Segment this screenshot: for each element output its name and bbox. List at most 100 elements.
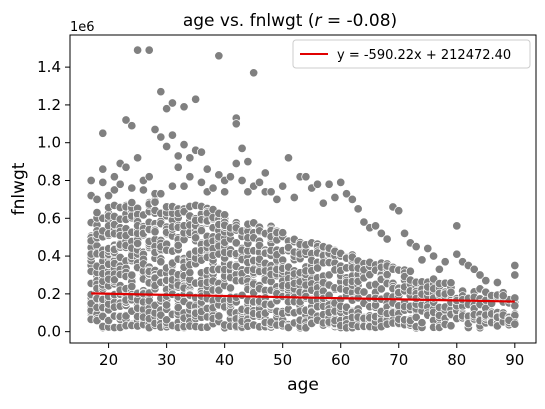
scatter-point [196, 147, 206, 157]
scatter-point [138, 185, 148, 195]
scatter-point [133, 153, 143, 163]
scatter-point [115, 179, 125, 189]
scatter-point [214, 311, 224, 321]
scatter-point [225, 283, 236, 293]
scatter-point [144, 45, 154, 55]
scatter-point [359, 217, 369, 227]
scatter-point [312, 263, 323, 273]
y-axis-label: fnlwgt [9, 162, 29, 215]
scatter-point [179, 102, 189, 112]
y-tick-label: 1.0 [37, 134, 61, 152]
scatter-point [162, 104, 172, 114]
scatter-point [104, 191, 114, 201]
legend-regression-label: y = -590.22x + 212472.40 [337, 48, 511, 63]
chart-title-prefix: age vs. fnlwgt ( [183, 11, 315, 31]
legend-box [292, 39, 531, 69]
scatter-point [173, 303, 183, 313]
scatter-point [370, 221, 381, 231]
scatter-point [446, 287, 456, 297]
regression-line-layer [91, 292, 515, 303]
scatter-point [185, 268, 195, 278]
scatter-point [202, 164, 212, 174]
y-tick-label: 0.4 [37, 247, 61, 265]
scatter-point [330, 192, 340, 203]
scatter-point [196, 226, 206, 236]
scatter-point [156, 87, 166, 97]
scatter-point [266, 187, 276, 197]
chart-title-r-symbol: r [315, 11, 323, 31]
scatter-point [318, 198, 328, 208]
scatter-point [191, 94, 201, 104]
scatter-point [156, 257, 166, 267]
y-tick-label: 0.6 [37, 209, 61, 227]
plot-frame [69, 34, 537, 344]
legend: y = -590.22x + 212472.40 [292, 39, 531, 69]
y-axis-multiplier: 1e6 [70, 20, 95, 35]
scatter-point [231, 238, 241, 248]
scatter-point [376, 228, 386, 238]
scatter-point [92, 208, 102, 218]
scatter-point [179, 181, 189, 191]
scatter-point [98, 128, 108, 138]
scatter-point [411, 242, 421, 252]
scatter-point [173, 151, 183, 161]
scatter-point [423, 243, 433, 254]
scatter-point [127, 198, 137, 208]
scatter-point [109, 275, 119, 285]
scatter-point [220, 210, 230, 220]
scatter-point [127, 183, 137, 193]
scatter-point [510, 301, 520, 311]
scatter-point [208, 183, 218, 193]
scatter-point [214, 51, 224, 61]
scatter-point [173, 162, 183, 172]
scatter-point [196, 177, 206, 187]
scatter-point [162, 315, 172, 325]
scatter-point [469, 264, 479, 274]
scatter-point [173, 240, 183, 250]
scatter-point [214, 170, 224, 180]
scatter-point [243, 157, 253, 167]
scatter-point [127, 121, 137, 131]
x-tick-label: 30 [157, 351, 176, 369]
x-tick-label: 80 [447, 351, 466, 369]
scatter-point [359, 287, 369, 297]
scatter-point [249, 68, 259, 78]
scatter-point [283, 153, 294, 163]
scatter-point [98, 177, 108, 187]
regression-line [91, 292, 515, 303]
scatter-point [324, 179, 334, 189]
scatter-point [237, 143, 247, 153]
scatter-point [452, 249, 462, 259]
scatter-point [133, 45, 143, 55]
scatter-point [121, 162, 131, 172]
y-tick-label: 0.2 [37, 285, 61, 303]
scatter-point [405, 266, 415, 276]
scatter-point [167, 181, 177, 191]
scatter-point [156, 189, 166, 199]
scatter-point [341, 189, 352, 199]
scatter-point [156, 132, 166, 142]
chart-title-suffix: = -0.08) [322, 11, 398, 31]
scatter-point [510, 270, 520, 280]
scatter-point [278, 181, 288, 191]
scatter-point [382, 234, 392, 244]
scatter-point [417, 255, 427, 265]
scatter-point [510, 319, 520, 329]
scatter-point [260, 168, 270, 178]
scatter-point [231, 158, 241, 169]
scatter-point [324, 270, 334, 280]
scatter-point [191, 233, 201, 243]
scatter-point [185, 172, 195, 182]
x-tick-label: 70 [389, 351, 408, 369]
scatter-point [289, 192, 299, 203]
scatter-point [498, 291, 508, 301]
scatter-point [121, 311, 131, 321]
x-tick-label: 40 [215, 351, 234, 369]
x-axis-label: age [287, 375, 319, 395]
scatter-point [231, 119, 241, 129]
scatter-point [394, 206, 404, 216]
y-axis-ticks: 0.0 0.2 0.4 0.6 0.8 1.0 1.2 1.4 [37, 58, 70, 341]
y-tick-label: 1.2 [37, 96, 61, 114]
scatter-point [179, 140, 189, 150]
